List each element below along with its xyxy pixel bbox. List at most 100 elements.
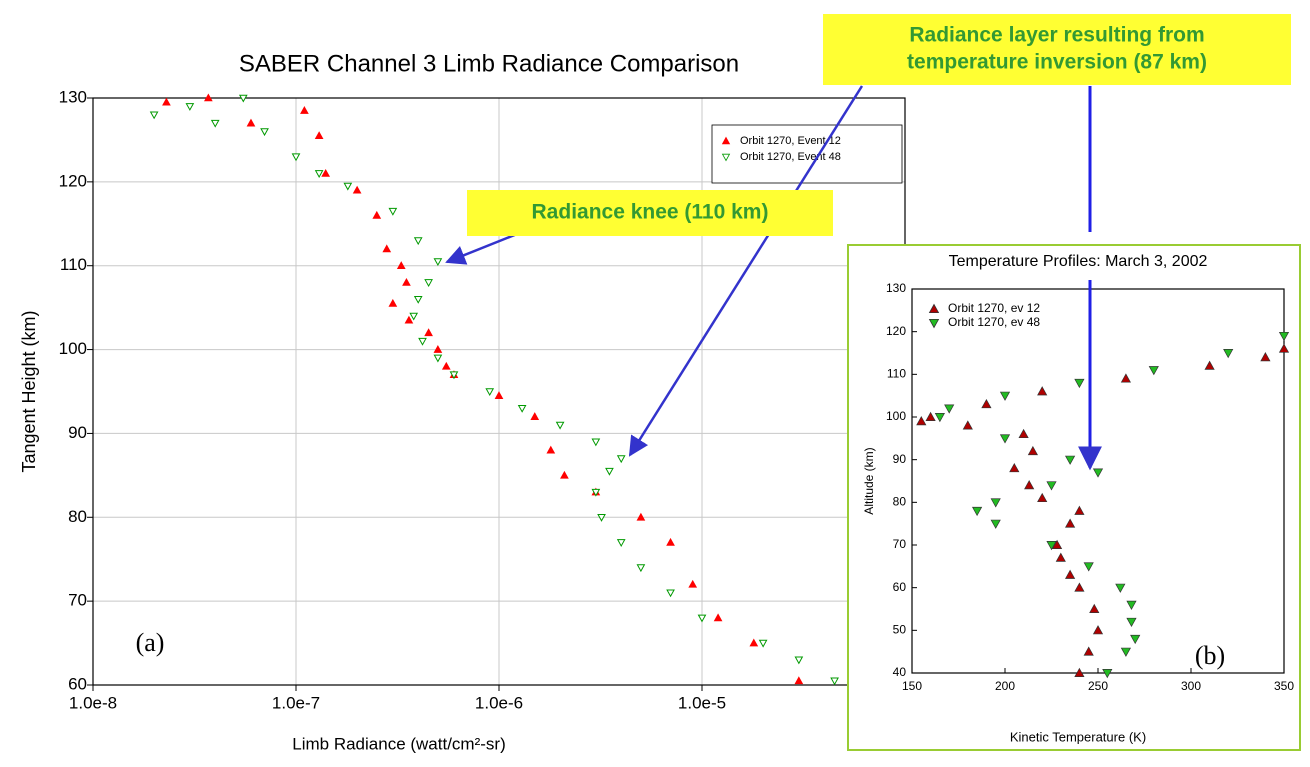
data-point: [636, 512, 646, 521]
y-axis-title: Tangent Height (km): [19, 310, 39, 472]
arrow: [445, 230, 523, 265]
data-point: [409, 312, 419, 321]
data-point: [1083, 646, 1094, 656]
y-tick-label: 60: [893, 580, 907, 594]
x-tick-label: 150: [902, 679, 922, 693]
annotation-box: [467, 190, 833, 236]
data-point: [830, 677, 839, 686]
y-tick-label: 110: [60, 255, 87, 274]
x-tick-label: 200: [995, 679, 1015, 693]
data-point: [1074, 378, 1085, 389]
data-point: [591, 438, 601, 447]
data-point: [962, 420, 973, 430]
data-point: [616, 539, 626, 547]
data-point: [185, 103, 195, 111]
data-point: [944, 404, 955, 414]
data-point: [1102, 669, 1113, 679]
data-point: [1065, 518, 1076, 528]
data-point: [314, 131, 324, 140]
legend-label: Orbit 1270, ev 48: [948, 315, 1040, 329]
y-tick-label: 40: [893, 665, 907, 679]
data-point: [1120, 647, 1131, 657]
data-point: [1055, 552, 1066, 562]
data-point: [990, 498, 1001, 508]
data-point: [210, 119, 220, 128]
data-point: [1126, 617, 1137, 628]
data-point: [999, 391, 1011, 401]
data-point: [999, 434, 1011, 444]
plot-area: [912, 289, 1284, 673]
data-point: [246, 118, 256, 127]
main-chart: 60 70 80 90 100 110 120 130 1.0e-8 1.0e-7 1.0e-6 1.…: [19, 50, 906, 753]
data-point: [916, 416, 927, 426]
y-tick-label: 70: [893, 537, 907, 551]
data-point: [1027, 445, 1038, 456]
y-tick-label: 80: [68, 507, 87, 526]
data-point: [291, 153, 301, 162]
data-point: [352, 185, 362, 194]
data-point: [1115, 583, 1126, 593]
data-point: [1120, 373, 1131, 383]
y-tick-label: 70: [68, 591, 87, 610]
y-axis-title: Altitude (km): [862, 447, 876, 514]
x-axis-title: Limb Radiance (watt/cm²-sr): [292, 734, 506, 753]
data-point: [404, 315, 414, 324]
x-tick-label: 1.0e-6: [475, 693, 523, 712]
data-point: [666, 589, 675, 598]
data-point: [382, 244, 392, 253]
annotation-text: temperature inversion (87 km): [907, 51, 1207, 74]
data-point: [396, 261, 406, 270]
panel-label: (b): [1195, 641, 1225, 670]
data-point: [424, 328, 433, 337]
data-point: [697, 614, 707, 623]
y-tick-label: 130: [886, 281, 906, 295]
data-point: [1074, 505, 1085, 515]
data-point: [925, 411, 936, 421]
data-point: [314, 170, 324, 179]
x-tick-label: 300: [1181, 679, 1201, 693]
legend-marker: [721, 136, 731, 145]
data-point: [1051, 539, 1063, 549]
data-point: [1089, 603, 1100, 613]
data-point: [433, 258, 443, 267]
data-point: [1074, 582, 1085, 592]
annotation-box: [823, 14, 1291, 85]
data-point: [1092, 625, 1104, 635]
data-point: [1278, 343, 1290, 353]
data-point: [666, 537, 675, 546]
data-point: [1018, 428, 1029, 439]
y-tick-label: 60: [68, 674, 87, 693]
annotation-text: Radiance knee (110 km): [532, 201, 769, 224]
data-point: [1148, 366, 1159, 376]
x-tick-label: 1.0e-8: [69, 693, 117, 712]
y-tick-label: 90: [68, 423, 87, 442]
data-point: [1204, 360, 1215, 370]
data-point: [388, 207, 398, 216]
legend-marker: [721, 153, 731, 162]
data-point: [388, 298, 398, 307]
data-point: [449, 371, 459, 380]
data-point: [343, 182, 353, 191]
data-point: [934, 413, 945, 423]
data-point: [749, 638, 759, 647]
data-point: [1046, 541, 1057, 551]
data-point: [1024, 480, 1035, 490]
data-point: [1065, 569, 1076, 579]
x-tick-label: 350: [1274, 679, 1294, 693]
y-tick-label: 100: [886, 409, 906, 423]
data-point: [1065, 455, 1076, 465]
y-tick-label: 100: [59, 339, 87, 358]
data-point: [433, 345, 443, 353]
data-point: [794, 656, 804, 665]
data-point: [990, 519, 1001, 529]
data-point: [433, 354, 443, 363]
data-point: [1126, 600, 1137, 610]
data-point: [402, 277, 411, 286]
data-point: [1130, 634, 1141, 645]
legend-label: Orbit 1270, Event 12: [740, 135, 841, 147]
legend-label: Orbit 1270, Event 48: [740, 151, 841, 163]
data-point: [546, 445, 556, 454]
data-point: [972, 506, 983, 517]
data-point: [1074, 667, 1085, 677]
